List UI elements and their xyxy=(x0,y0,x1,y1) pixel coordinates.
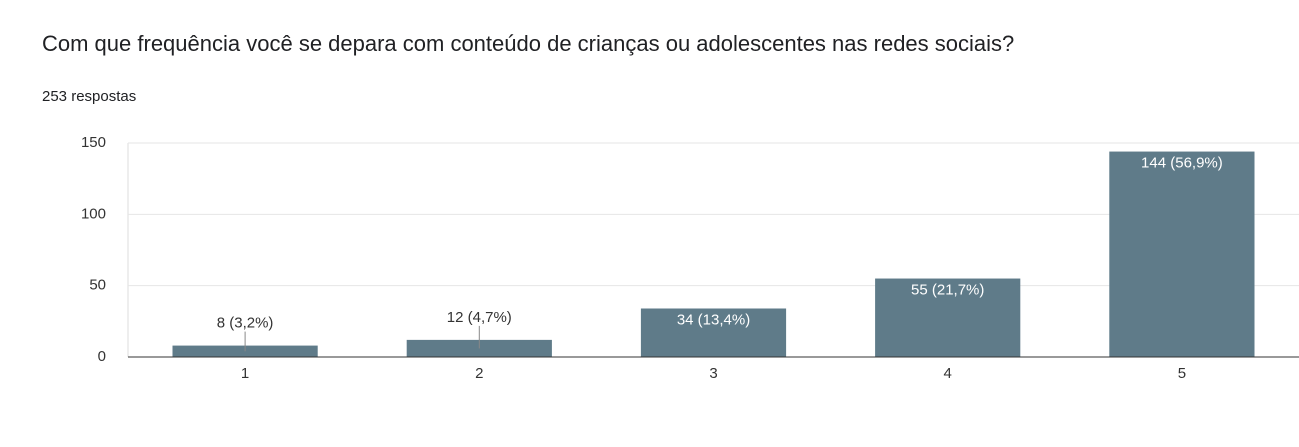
y-tick-label: 150 xyxy=(81,134,106,151)
chart-subtitle: 253 respostas xyxy=(42,88,137,105)
y-tick-label: 100 xyxy=(81,205,106,222)
bar xyxy=(640,308,787,357)
y-tick-label: 0 xyxy=(98,348,106,365)
x-tick-label: 4 xyxy=(944,365,952,382)
data-label: 12 (4,7%) xyxy=(447,309,512,326)
chart-title: Com que frequência você se depara com co… xyxy=(42,31,1015,56)
data-label: 8 (3,2%) xyxy=(217,315,274,332)
x-tick-label: 5 xyxy=(1178,365,1186,382)
data-label: 34 (13,4%) xyxy=(677,311,750,328)
data-label: 55 (21,7%) xyxy=(911,282,984,299)
x-tick-label: 3 xyxy=(709,365,717,382)
x-tick-label: 1 xyxy=(241,365,249,382)
bar xyxy=(875,278,1021,357)
y-tick-label: 50 xyxy=(89,277,106,294)
data-label: 144 (56,9%) xyxy=(1141,155,1223,172)
bar xyxy=(1109,151,1255,357)
x-tick-label: 2 xyxy=(475,365,483,382)
